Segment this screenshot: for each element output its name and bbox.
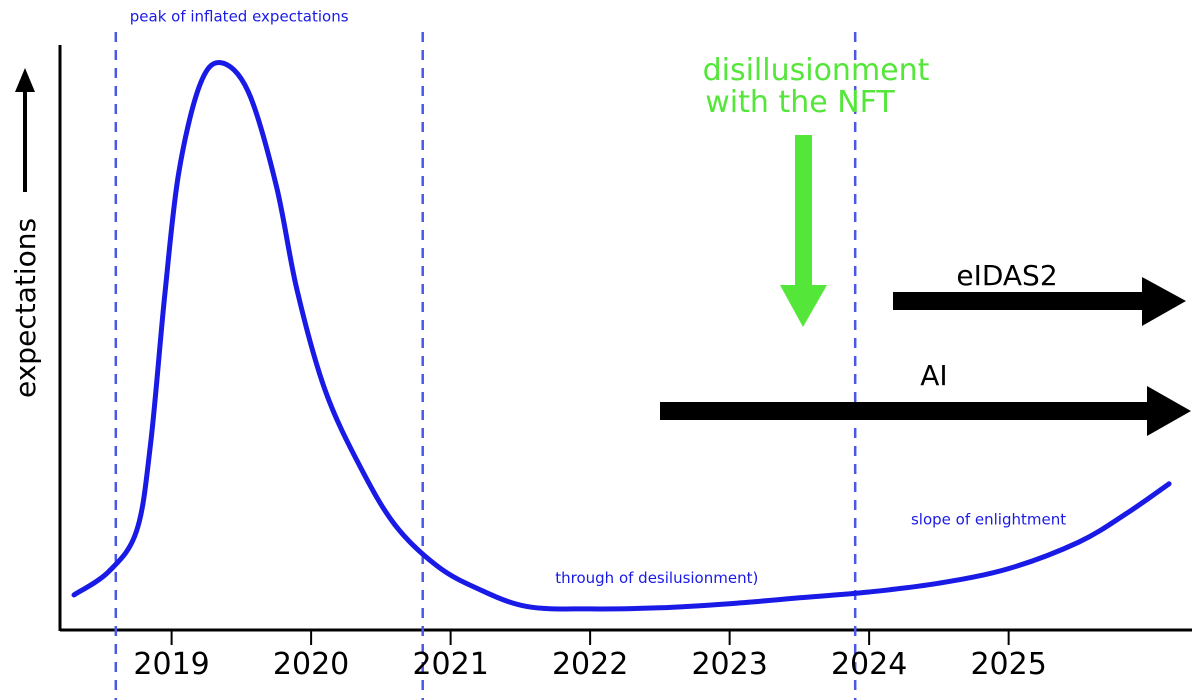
x-tick-label: 2023 — [691, 647, 767, 682]
y-axis-label: expectations — [9, 218, 42, 398]
ai-arrow-icon — [1147, 386, 1191, 436]
nft-callout-line-1: disillusionment — [703, 53, 930, 88]
nft-callout: disillusionment with the NFT — [703, 53, 930, 327]
eidas2-label: eIDAS2 — [956, 259, 1057, 292]
phase-divider-lines — [114, 32, 857, 700]
axes — [58, 45, 1192, 632]
nft-down-arrow-shaft — [795, 135, 812, 287]
y-axis-arrow-icon — [15, 68, 35, 92]
phase-annotation: peak of inflated expectations — [130, 8, 349, 26]
ai-label: AI — [920, 359, 947, 392]
x-tick-label: 2025 — [970, 647, 1046, 682]
series-layer — [71, 60, 1172, 612]
x-tick-label: 2024 — [831, 647, 907, 682]
x-tick-label: 2020 — [273, 647, 349, 682]
eidas2-arrow-shaft — [893, 292, 1143, 310]
nft-down-arrow-icon — [780, 285, 827, 327]
eidas2-arrow-icon — [1142, 277, 1186, 326]
eidas2-trend: eIDAS2 — [893, 259, 1186, 326]
nft-callout-line-2: with the NFT — [705, 85, 895, 120]
hype-curve-line — [71, 60, 1172, 612]
x-tick-label: 2019 — [133, 647, 209, 682]
phase-annotation: through of desilusionment) — [555, 569, 758, 587]
y-axis-label-group: expectations — [9, 68, 42, 398]
ai-arrow-shaft — [660, 402, 1148, 420]
x-tick-label: 2022 — [552, 647, 628, 682]
phase-annotation: slope of enlightment — [911, 511, 1066, 529]
x-tick-labels: 2019 2020 2021 2022 2023 2024 2025 — [133, 630, 1047, 682]
ai-trend: AI — [660, 359, 1191, 436]
x-tick-label: 2021 — [412, 647, 488, 682]
phase-annotations: peak of inflated expectations through of … — [130, 8, 1066, 588]
